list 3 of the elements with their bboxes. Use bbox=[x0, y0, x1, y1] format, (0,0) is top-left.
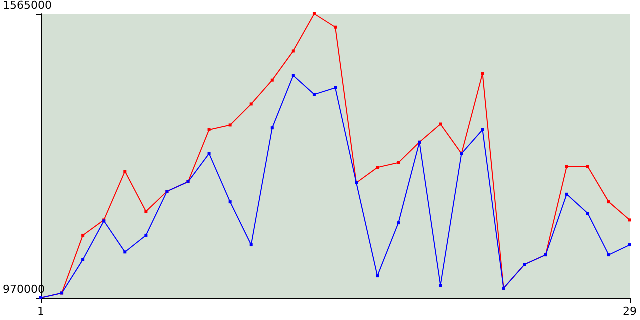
y-tick-label: 1565000 bbox=[3, 0, 52, 12]
x-tick-label: 29 bbox=[623, 305, 637, 318]
x-tick-label: 1 bbox=[38, 305, 44, 318]
